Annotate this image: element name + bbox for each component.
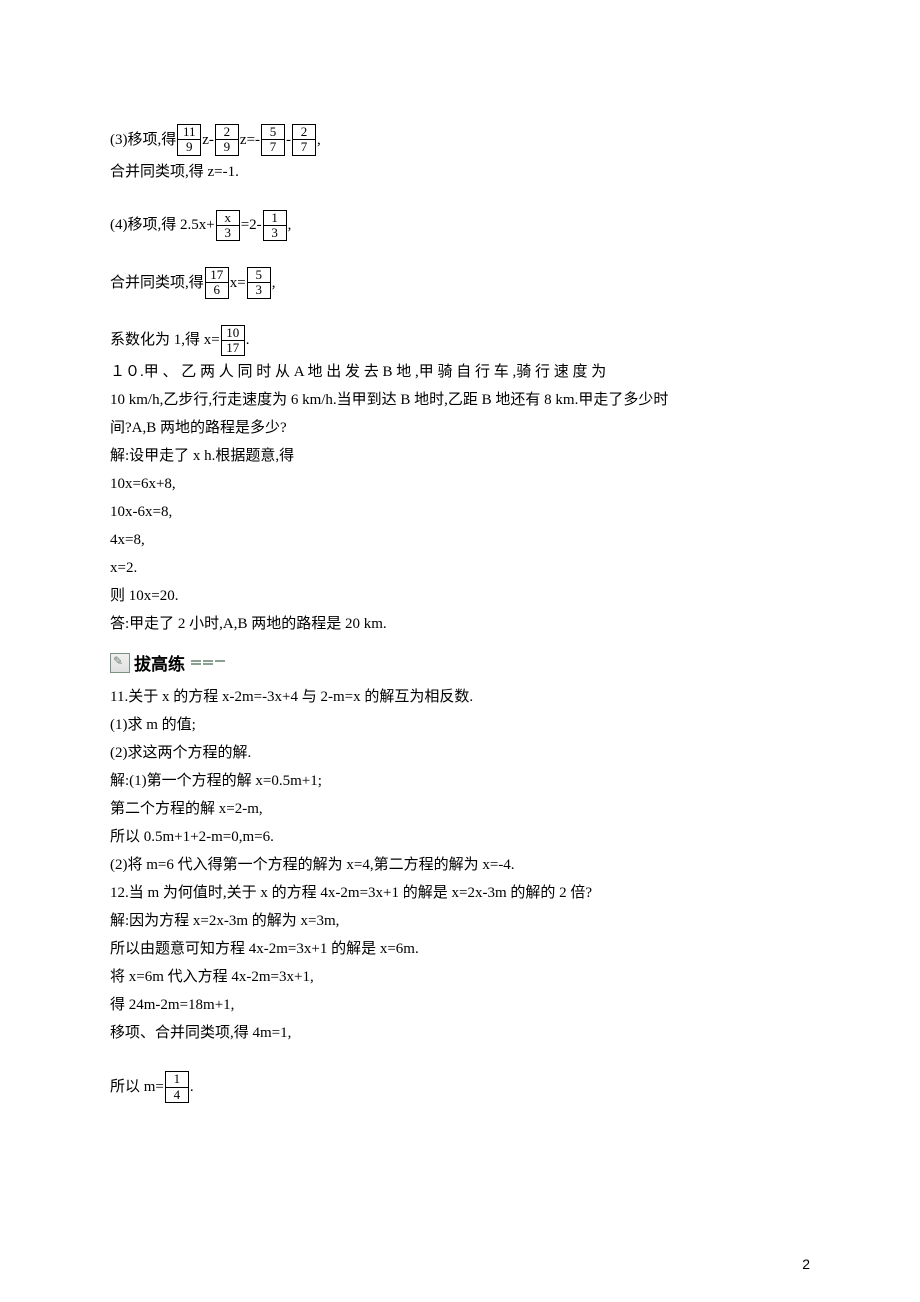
q10-s4: 4x=8, <box>110 528 810 552</box>
text: . <box>246 329 250 352</box>
fraction: 53 <box>247 267 271 299</box>
q11-s1: 解:(1)第一个方程的解 x=0.5m+1; <box>110 769 810 793</box>
text: 合并同类项,得 <box>110 272 204 295</box>
text: , <box>317 129 321 152</box>
text: z=- <box>240 129 260 152</box>
q12-s6: 所以 m= 14 . <box>110 1071 810 1103</box>
q10-s2: 10x=6x+8, <box>110 472 810 496</box>
q10-l3: 间?A,B 两地的路程是多少? <box>110 416 810 440</box>
fraction: 57 <box>261 124 285 156</box>
eq3-prefix: (3)移项,得 <box>110 129 176 152</box>
eq3-line1: (3)移项,得 119 z- 29 z=- 57 - 27 , <box>110 124 810 156</box>
text: - <box>286 129 291 152</box>
banner-bars-icon <box>191 660 225 665</box>
page-number: 2 <box>802 1256 810 1272</box>
text: . <box>190 1076 194 1099</box>
q10-s3: 10x-6x=8, <box>110 500 810 524</box>
text: 系数化为 1,得 x= <box>110 329 220 352</box>
text: 所以 m= <box>110 1076 164 1099</box>
document-page: (3)移项,得 119 z- 29 z=- 57 - 27 , 合并同类项,得 … <box>0 0 920 1302</box>
q11-l3: (2)求这两个方程的解. <box>110 741 810 765</box>
q11-l1: 11.关于 x 的方程 x-2m=-3x+4 与 2-m=x 的解互为相反数. <box>110 685 810 709</box>
eq3-line2: 合并同类项,得 z=-1. <box>110 160 810 184</box>
q11-s3: 所以 0.5m+1+2-m=0,m=6. <box>110 825 810 849</box>
fraction: 29 <box>215 124 239 156</box>
fraction: x3 <box>216 210 240 242</box>
text: (4)移项,得 2.5x+ <box>110 214 215 237</box>
text: =2- <box>241 214 262 237</box>
q12-s5: 移项、合并同类项,得 4m=1, <box>110 1021 810 1045</box>
q12-l1: 12.当 m 为何值时,关于 x 的方程 4x-2m=3x+1 的解是 x=2x… <box>110 881 810 905</box>
text: x= <box>230 272 246 295</box>
q11-s4: (2)将 m=6 代入得第一个方程的解为 x=4,第二方程的解为 x=-4. <box>110 853 810 877</box>
section-banner: 拔高练 <box>110 650 810 675</box>
q10-s6: 则 10x=20. <box>110 584 810 608</box>
q12-s1: 解:因为方程 x=2x-3m 的解为 x=3m, <box>110 909 810 933</box>
fraction: 1017 <box>221 325 245 357</box>
text: , <box>272 272 276 295</box>
text: , <box>288 214 292 237</box>
fraction: 27 <box>292 124 316 156</box>
q11-s2: 第二个方程的解 x=2-m, <box>110 797 810 821</box>
fraction: 176 <box>205 267 229 299</box>
q12-s2: 所以由题意可知方程 4x-2m=3x+1 的解是 x=6m. <box>110 937 810 961</box>
q12-s3: 将 x=6m 代入方程 4x-2m=3x+1, <box>110 965 810 989</box>
q10-l1: １０.甲 、 乙 两 人 同 时 从 A 地 出 发 去 B 地 ,甲 骑 自 … <box>110 360 810 384</box>
q10-s5: x=2. <box>110 556 810 580</box>
q11-l2: (1)求 m 的值; <box>110 713 810 737</box>
q12-s4: 得 24m-2m=18m+1, <box>110 993 810 1017</box>
eq4-line2: 合并同类项,得 176 x= 53 , <box>110 267 810 299</box>
fraction: 119 <box>177 124 201 156</box>
q10-s7: 答:甲走了 2 小时,A,B 两地的路程是 20 km. <box>110 612 810 636</box>
pencil-icon <box>110 653 130 673</box>
eq4-line1: (4)移项,得 2.5x+ x3 =2- 13 , <box>110 210 810 242</box>
eq4-line3: 系数化为 1,得 x= 1017 . <box>110 325 810 357</box>
q10-l2: 10 km/h,乙步行,行走速度为 6 km/h.当甲到达 B 地时,乙距 B … <box>110 388 810 412</box>
q10-s1: 解:设甲走了 x h.根据题意,得 <box>110 444 810 468</box>
fraction: 13 <box>263 210 287 242</box>
banner-text: 拔高练 <box>134 650 185 675</box>
fraction: 14 <box>165 1071 189 1103</box>
text: z- <box>202 129 214 152</box>
